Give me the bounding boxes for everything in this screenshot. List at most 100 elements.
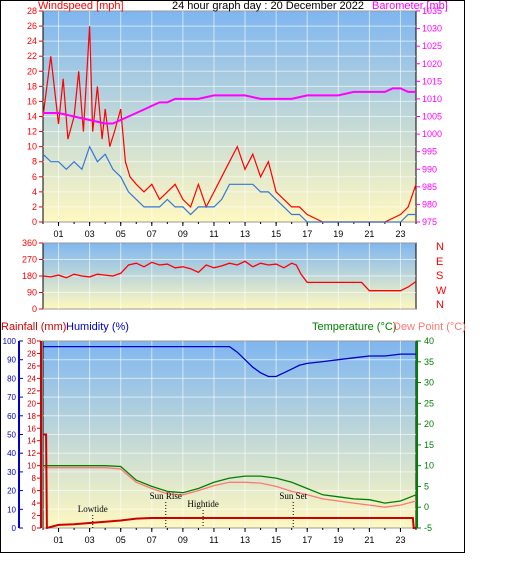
humidity-tick-label: 60: [7, 412, 16, 421]
event-label: Sun Rise: [150, 491, 182, 501]
temp-x-tick-label: 01: [54, 535, 64, 545]
rain-tick-label: 8: [32, 474, 37, 483]
temp-x-tick-label: 23: [395, 535, 405, 545]
wind-tick-label: 28: [27, 6, 37, 16]
temperature-tick-label: 40: [424, 336, 434, 346]
humidity-tick-label: 40: [7, 449, 16, 458]
wind-tick-label: 12: [27, 127, 37, 137]
temperature-tick-label: 30: [424, 378, 434, 388]
direction-tick-label: 360: [22, 238, 37, 248]
series-rainfall: [43, 433, 416, 530]
series-wind-average: [42, 145, 416, 223]
wind-panel-series: [42, 26, 417, 223]
direction-tick-label: 270: [22, 255, 37, 265]
rain-tick-label: 18: [27, 412, 36, 421]
temperature-tick-label: 20: [424, 419, 434, 429]
rain-tick-label: 2: [32, 512, 37, 521]
barometer-tick-label: 1025: [422, 41, 442, 51]
direction-tick-label: 0: [32, 304, 37, 314]
rain-tick-label: 20: [27, 399, 36, 408]
humidity-tick-label: 50: [7, 431, 16, 440]
rain-tick-label: 12: [27, 449, 36, 458]
humidity-tick-label: 100: [3, 337, 17, 346]
direction-tick-label: 180: [22, 271, 37, 281]
series-temperature: [43, 465, 417, 504]
rain-tick-label: 26: [27, 362, 36, 371]
barometer-tick-label: 975: [422, 217, 437, 227]
temp-x-tick-label: 05: [116, 535, 126, 545]
rain-tick-label: 22: [27, 387, 36, 396]
rain-tick-label: 16: [27, 424, 36, 433]
wind-tick-label: 0: [32, 217, 37, 227]
temp-x-tick-label: 09: [178, 535, 188, 545]
barometer-tick-label: 990: [422, 164, 437, 174]
barometer-tick-label: 1000: [422, 129, 442, 139]
temperature-tick-label: 5: [424, 481, 429, 491]
rain-tick-label: 6: [32, 487, 37, 496]
wind-tick-label: 24: [27, 36, 37, 46]
wind-x-tick-label: 09: [178, 229, 188, 239]
temperature-tick-label: -5: [424, 523, 432, 533]
series-wind-gust: [42, 26, 417, 223]
dewpoint-axis-title: Dew Point (°C): [393, 321, 466, 333]
compass-label: W: [436, 285, 447, 297]
temperature-tick-label: 10: [424, 461, 434, 471]
rain-tick-label: 0: [32, 524, 37, 533]
wind-tick-label: 4: [32, 187, 37, 197]
rain-tick-label: 14: [27, 437, 36, 446]
wind-tick-label: 26: [27, 21, 37, 31]
compass-label: E: [436, 256, 443, 268]
wind-x-tick-label: 01: [54, 229, 64, 239]
event-label: Sun Set: [279, 491, 307, 501]
temperature-tick-label: 25: [424, 398, 434, 408]
wind-x-tick-label: 15: [271, 229, 281, 239]
rain-tick-label: 28: [27, 349, 36, 358]
humidity-tick-label: 90: [7, 356, 16, 365]
series-dewpoint: [43, 467, 417, 508]
wind-tick-label: 22: [27, 51, 37, 61]
wind-panel-grid: [43, 10, 416, 223]
temp-panel-series: Lowtide Sun Rise Hightide Sun Set: [43, 345, 417, 530]
series-barometer: [43, 87, 416, 125]
series-wind-direction: [42, 260, 417, 292]
humidity-tick-label: 70: [7, 393, 16, 402]
wind-axis-title: Windspeed [mph]: [38, 0, 124, 12]
humidity-tick-label: 20: [7, 487, 16, 496]
temp-x-tick-label: 17: [302, 535, 312, 545]
wind-x-tick-label: 03: [85, 229, 95, 239]
wind-x-tick-label: 21: [364, 229, 374, 239]
direction-tick-label: 90: [27, 288, 37, 298]
graph-title: 24 hour graph day : 20 December 2022: [172, 0, 364, 12]
barometer-tick-label: 1005: [422, 112, 442, 122]
temp-x-tick-label: 11: [209, 535, 218, 545]
temp-x-tick-label: 13: [240, 535, 250, 545]
temp-x-tick-label: 19: [333, 535, 343, 545]
wind-tick-label: 18: [27, 81, 37, 91]
wind-tick-label: 6: [32, 172, 37, 182]
humidity-tick-label: 0: [12, 524, 17, 533]
rain-tick-label: 30: [27, 337, 36, 346]
temp-x-tick-label: 03: [85, 535, 95, 545]
wind-x-tick-label: 23: [395, 229, 405, 239]
temperature-tick-label: 15: [424, 440, 434, 450]
humidity-axis-title: Humidity (%): [66, 321, 129, 333]
humidity-tick-label: 10: [7, 505, 16, 514]
rain-tick-label: 24: [27, 374, 36, 383]
direction-panel-grid: [43, 242, 416, 310]
barometer-tick-label: 1015: [422, 76, 442, 86]
series-humidity: [43, 345, 416, 378]
wind-x-tick-label: 07: [147, 229, 157, 239]
temp-x-tick-label: 07: [147, 535, 157, 545]
compass-label: N: [436, 299, 444, 311]
humidity-tick-label: 80: [7, 374, 16, 383]
event-label: Lowtide: [78, 504, 108, 514]
wind-x-tick-label: 11: [209, 229, 218, 239]
temp-x-tick-label: 21: [364, 535, 374, 545]
direction-panel-series: [42, 260, 417, 292]
barometer-axis-title: Barometer [mb]: [372, 0, 448, 12]
wind-x-tick-label: 13: [240, 229, 250, 239]
rain-axis-title: Rainfall (mm): [1, 321, 66, 333]
rain-tick-label: 10: [27, 462, 36, 471]
wind-x-tick-label: 05: [116, 229, 126, 239]
